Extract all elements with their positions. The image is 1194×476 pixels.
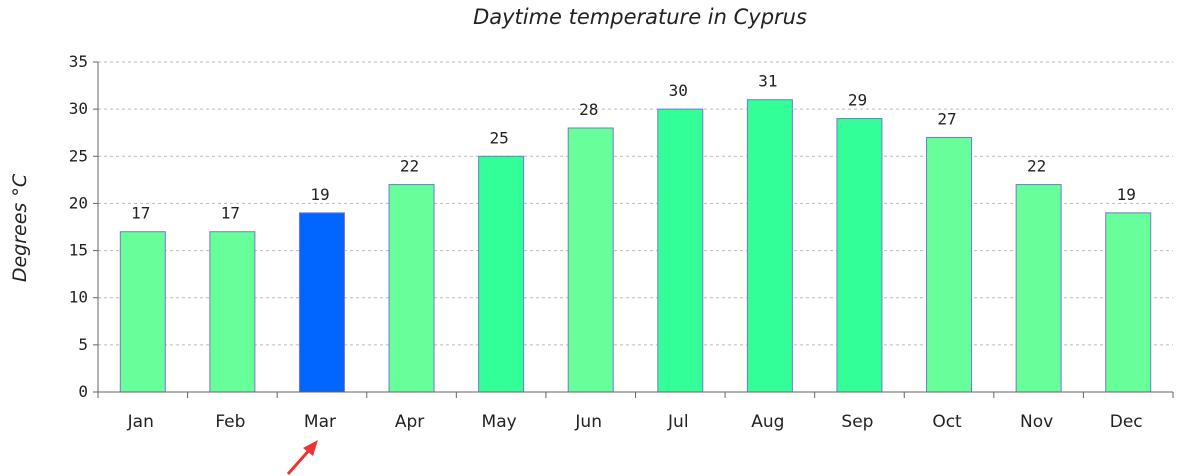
x-tick-label-jul: Jul <box>667 412 689 432</box>
data-label-oct: 27 <box>937 109 956 128</box>
bar-nov <box>1015 184 1062 393</box>
x-tick-label-jan: Jan <box>127 412 154 432</box>
pointer-arrow-icon <box>286 440 318 475</box>
y-tick-label: 10 <box>69 288 88 307</box>
bar-mar <box>298 212 345 393</box>
bar-oct <box>926 136 973 393</box>
data-label-sep: 29 <box>848 91 867 110</box>
data-label-nov: 22 <box>1027 157 1046 176</box>
data-label-may: 25 <box>489 128 508 147</box>
x-tick-label-mar: Mar <box>304 412 336 432</box>
y-tick-label: 35 <box>69 52 88 71</box>
y-tick-label: 15 <box>69 241 88 260</box>
y-tick-label: 0 <box>78 382 88 401</box>
chart-title: Daytime temperature in Cyprus <box>473 5 807 29</box>
x-tick-label-oct: Oct <box>932 412 962 432</box>
bar-aug <box>746 99 793 393</box>
data-label-feb: 17 <box>221 204 240 223</box>
x-tick-label-dec: Dec <box>1110 412 1143 432</box>
axes <box>97 62 1173 393</box>
y-tick-label: 30 <box>69 99 88 118</box>
bar-sep <box>836 118 883 393</box>
data-label-jul: 30 <box>669 81 688 100</box>
bar-apr <box>388 184 435 393</box>
data-label-jan: 17 <box>131 204 150 223</box>
bars <box>119 99 1152 393</box>
x-tick-label-nov: Nov <box>1020 412 1053 432</box>
x-tick-label-may: May <box>482 412 517 432</box>
y-tick-labels: 0 5 10 15 20 25 30 35 <box>69 52 88 401</box>
data-label-mar: 19 <box>310 185 329 204</box>
data-label-dec: 19 <box>1117 185 1136 204</box>
bar-jul <box>657 108 704 393</box>
y-tick-label: 25 <box>69 146 88 165</box>
x-tick-label-sep: Sep <box>841 412 873 432</box>
x-tick-label-aug: Aug <box>751 412 784 432</box>
x-tick-labels: Jan Feb Mar Apr May Jun Jul Aug Sep Oct Nov Dec <box>127 412 1143 432</box>
bar-jan <box>119 231 166 393</box>
x-tick-label-feb: Feb <box>215 412 245 432</box>
gridlines <box>93 61 1174 398</box>
y-tick-label: 5 <box>78 335 88 354</box>
x-tick-label-apr: Apr <box>395 412 424 432</box>
data-label-aug: 31 <box>758 72 777 91</box>
y-axis-label: Degrees °C <box>9 173 31 282</box>
y-tick-label: 20 <box>69 193 88 212</box>
data-label-jun: 28 <box>579 100 598 119</box>
x-tick-label-jun: Jun <box>574 412 602 432</box>
bar-jun <box>567 127 614 393</box>
bar-may <box>478 155 525 393</box>
data-labels: 17 17 19 22 25 28 30 31 29 27 22 19 <box>131 72 1136 223</box>
data-label-apr: 22 <box>400 157 419 176</box>
bar-feb <box>209 231 256 393</box>
bar-dec <box>1105 212 1152 393</box>
